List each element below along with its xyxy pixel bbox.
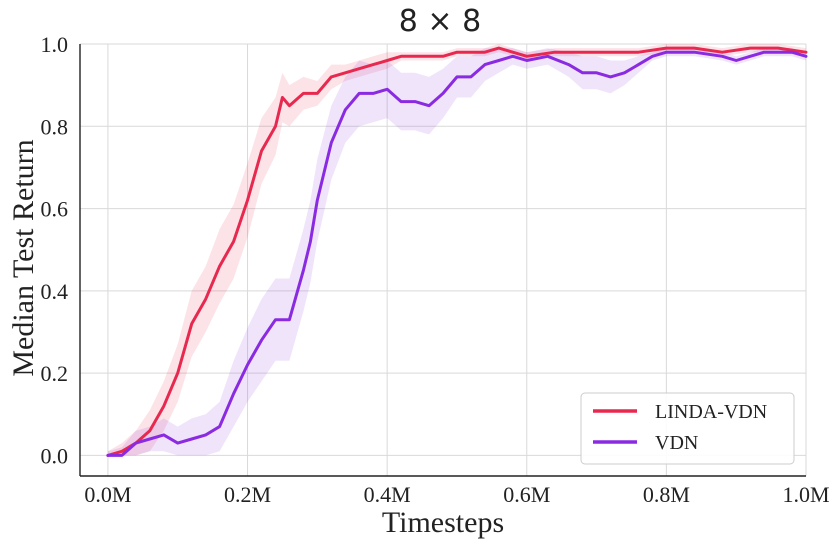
series-lines — [106, 46, 808, 457]
legend-label-vdn: VDN — [655, 432, 698, 454]
grid-lines — [80, 43, 807, 476]
band-vdn — [107, 48, 806, 456]
y-tick-label: 0.8 — [41, 114, 69, 139]
legend: LINDA-VDN VDN — [580, 392, 795, 465]
x-tick-label: 0.4M — [364, 482, 411, 507]
y-tick-label: 0.6 — [41, 197, 69, 222]
y-tick-label: 0.0 — [41, 443, 69, 468]
confidence-bands — [107, 44, 806, 456]
x-tick-label: 0.0M — [84, 482, 131, 507]
y-tick-label: 1.0 — [41, 32, 69, 57]
y-tick-label: 0.4 — [41, 279, 69, 304]
x-tick-labels: 0.0M 0.2M 0.4M 0.6M 0.8M 1.0M — [84, 482, 829, 507]
y-tick-label: 0.2 — [41, 361, 69, 386]
x-tick-label: 0.8M — [643, 482, 690, 507]
y-axis-label: Median Test Return — [7, 139, 40, 376]
x-tick-label: 0.6M — [503, 482, 550, 507]
x-tick-label: 1.0M — [782, 482, 829, 507]
x-axis-label: Timesteps — [382, 506, 504, 539]
y-tick-labels: 0.0 0.2 0.4 0.6 0.8 1.0 — [41, 32, 69, 468]
chart-title: 8 × 8 — [399, 4, 481, 39]
x-tick-label: 0.2M — [224, 482, 271, 507]
series-line-linda-vdn — [106, 46, 808, 457]
series-line-vdn — [106, 50, 808, 457]
legend-label-linda-vdn: LINDA-VDN — [655, 401, 767, 423]
